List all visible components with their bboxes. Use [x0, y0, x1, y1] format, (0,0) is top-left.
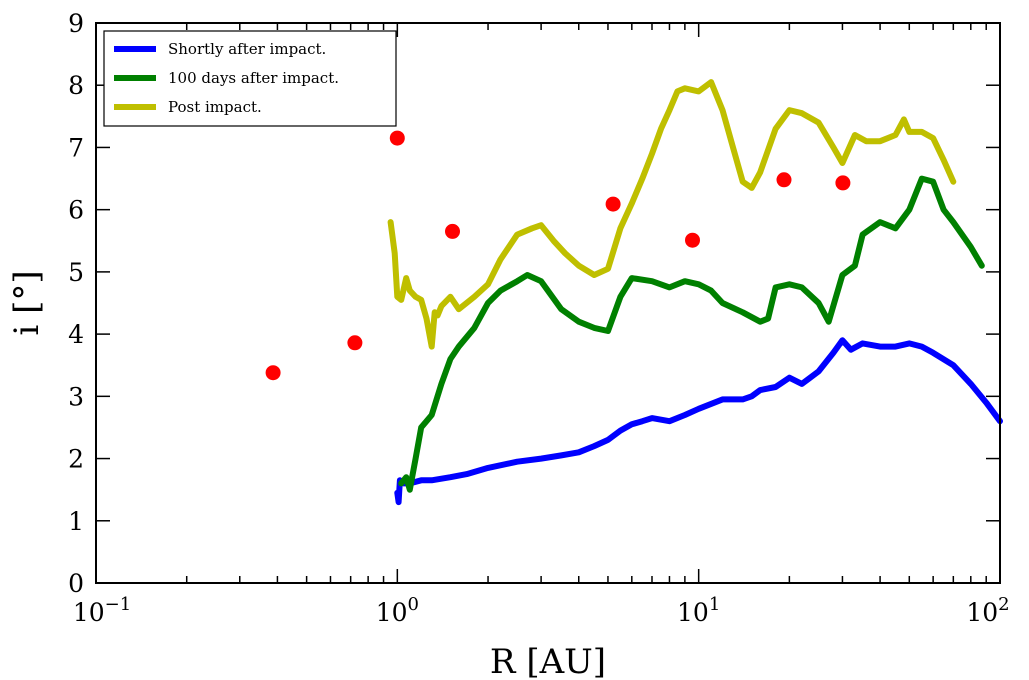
y-tick-label: 9	[68, 9, 84, 38]
y-tick-label: 3	[68, 382, 84, 411]
planet-point	[605, 196, 621, 212]
y-tick-label: 6	[68, 196, 84, 225]
y-tick-label: 2	[68, 445, 84, 474]
planet-point	[445, 223, 460, 239]
planet-point	[776, 172, 792, 188]
planet-point	[347, 335, 363, 351]
x-tick-label: 10−1	[73, 594, 131, 627]
y-tick-label: 1	[68, 507, 84, 536]
x-axis-label: R [AU]	[490, 642, 606, 680]
x-tick-label: 101	[677, 594, 720, 627]
legend: Shortly after impact. 100 days after impa…	[103, 30, 397, 127]
planet-point	[835, 175, 851, 191]
x-tick-label: 102	[966, 594, 1009, 627]
y-tick-label: 4	[68, 320, 84, 349]
y-tick-label: 7	[68, 133, 84, 162]
series-line-1	[398, 175, 985, 493]
series-layer	[387, 79, 1003, 506]
series-line-0	[394, 337, 1003, 506]
planet-markers	[265, 130, 851, 381]
y-tick-label: 5	[68, 258, 84, 287]
legend-label: Post impact.	[168, 98, 262, 116]
tick-labels: 0 1 2 3 4 5 6 7 8 9 10−1 100 101 102	[68, 9, 1010, 627]
planet-point	[685, 232, 700, 248]
legend-label: 100 days after impact.	[168, 69, 339, 87]
y-tick-label: 0	[68, 569, 84, 598]
y-axis-label: i [°]	[7, 270, 47, 335]
series-line-2	[387, 79, 957, 350]
x-tick-label: 100	[376, 594, 419, 627]
legend-label: Shortly after impact.	[168, 40, 326, 58]
planet-point	[389, 130, 405, 146]
plot-frame	[95, 22, 1001, 584]
y-tick-label: 8	[68, 71, 84, 100]
planet-point	[265, 365, 281, 381]
